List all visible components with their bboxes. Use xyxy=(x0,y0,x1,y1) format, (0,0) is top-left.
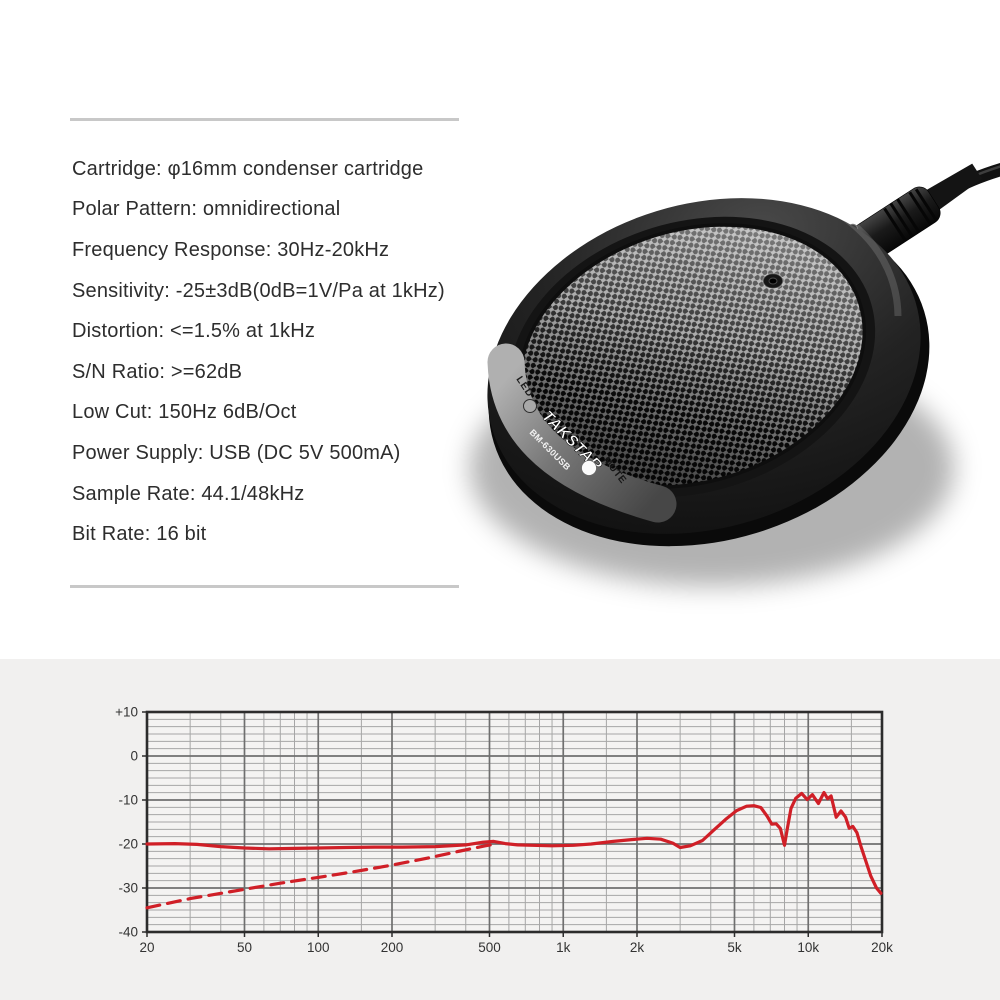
spec-item: Cartridge: φ16mm condenser cartridge xyxy=(72,157,424,180)
x-major-grid xyxy=(146,712,883,932)
y-tick-label: 0 xyxy=(130,749,138,764)
x-tick-label: 1k xyxy=(556,940,571,955)
grille-screw-icon xyxy=(762,272,784,290)
x-tick-label: 200 xyxy=(381,940,404,955)
x-tick-label: 2k xyxy=(630,940,645,955)
frequency-response-chart: 20 50 100 200 500 1k 2k 5k 10k 20k +10 0 -10 -20 -30 -4… xyxy=(115,705,893,956)
y-axis-labels: +10 0 -10 -20 -30 -40 xyxy=(115,705,138,940)
chart-section: 20 50 100 200 500 1k 2k 5k 10k 20k +10 0 -10 -20 -30 -4… xyxy=(0,659,1000,1000)
y-tick-label: +10 xyxy=(115,705,138,720)
axis-ticks xyxy=(142,711,883,937)
spec-item: Power Supply: USB (DC 5V 500mA) xyxy=(72,441,401,464)
mute-button[interactable] xyxy=(581,460,597,476)
spec-item: Frequency Response: 30Hz-20kHz xyxy=(72,238,390,261)
x-tick-label: 500 xyxy=(478,940,501,955)
divider-bottom xyxy=(70,585,459,588)
divider-top xyxy=(70,118,459,121)
y-minor-grid xyxy=(147,718,882,926)
frequency-response-curve xyxy=(145,790,883,895)
y-tick-label: -30 xyxy=(118,881,138,896)
mic-grille xyxy=(508,216,876,498)
x-tick-label: 20 xyxy=(139,940,154,955)
spec-list: Cartridge: φ16mm condenser cartridge Pola… xyxy=(72,149,492,555)
spec-item: S/N Ratio: >=62dB xyxy=(72,360,243,383)
spec-item: Low Cut: 150Hz 6dB/Oct xyxy=(72,401,297,424)
chart-border xyxy=(145,710,884,934)
low-cut-response-curve xyxy=(145,842,496,910)
label-band xyxy=(487,343,677,523)
spec-item: Bit Rate: 16 bit xyxy=(72,523,207,546)
spec-item: Sensitivity: -25±3dB(0dB=1V/Pa at 1kHz) xyxy=(72,279,445,302)
x-tick-label: 20k xyxy=(871,940,893,955)
spec-item: Polar Pattern: omnidirectional xyxy=(72,198,341,221)
x-tick-label: 10k xyxy=(797,940,819,955)
microphone-photo: LED TAKSTAR BM-630USB MUTE xyxy=(470,163,1000,586)
x-tick-label: 100 xyxy=(307,940,330,955)
x-tick-label: 5k xyxy=(727,940,742,955)
y-tick-label: -20 xyxy=(118,837,138,852)
y-tick-label: -40 xyxy=(118,925,138,940)
x-tick-label: 50 xyxy=(237,940,252,955)
mic-body-highlight xyxy=(512,179,902,317)
y-tick-label: -10 xyxy=(118,793,138,808)
led-indicator xyxy=(523,399,537,413)
spec-item: Sample Rate: 44.1/48kHz xyxy=(72,482,305,505)
spec-item: Distortion: <=1.5% at 1kHz xyxy=(72,320,316,343)
x-axis-labels: 20 50 100 200 500 1k 2k 5k 10k 20k xyxy=(139,940,893,955)
